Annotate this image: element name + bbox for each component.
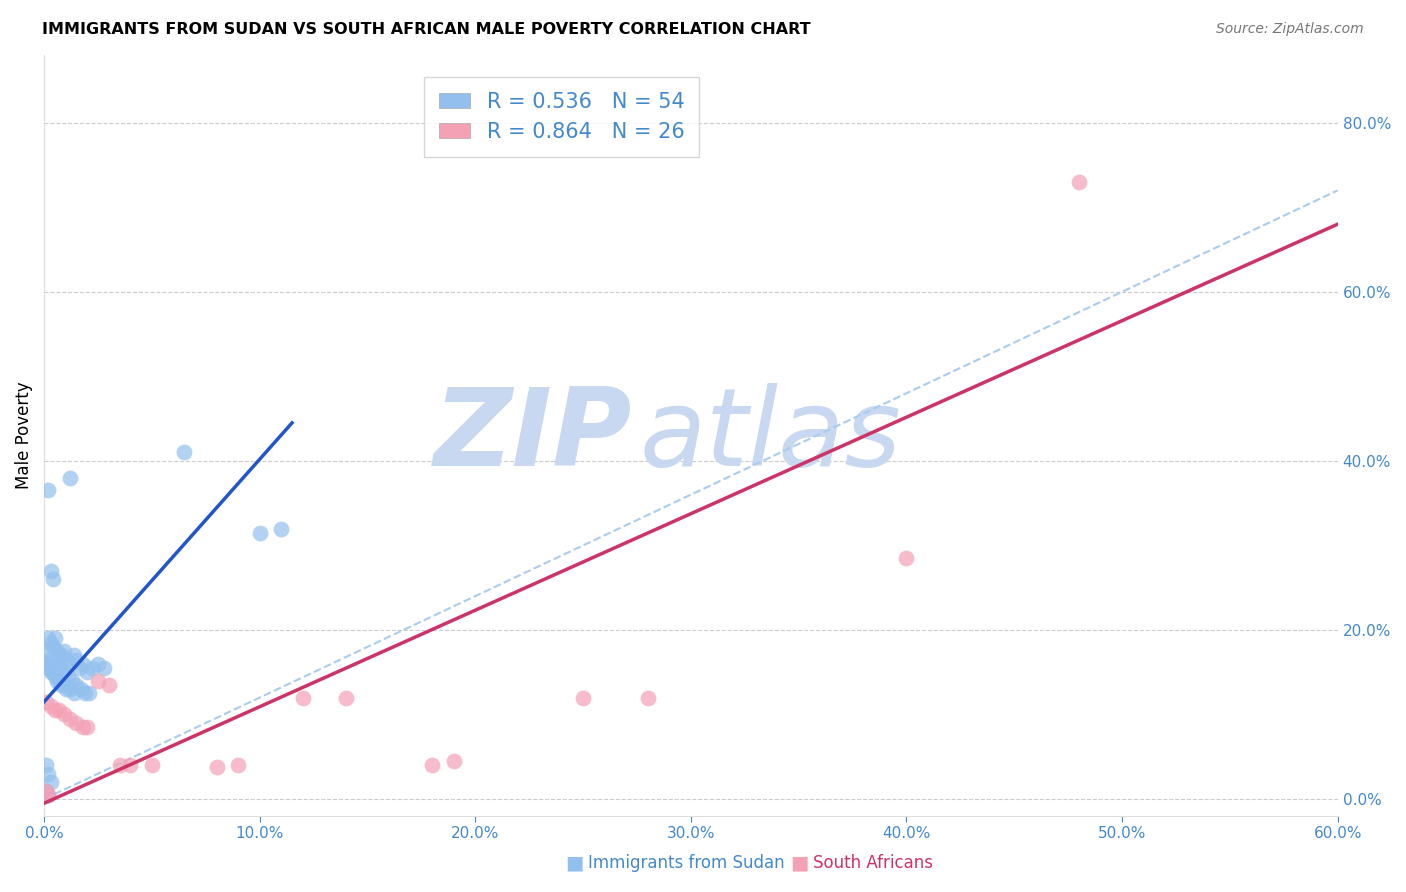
- Point: [205, 760, 228, 774]
- Point: [39, 635, 62, 649]
- Legend: R = 0.536   N = 54, R = 0.864   N = 26: R = 0.536 N = 54, R = 0.864 N = 26: [425, 77, 699, 157]
- Point: [44, 661, 66, 675]
- Point: [56, 669, 79, 683]
- Point: [35, 783, 58, 797]
- Point: [87, 673, 110, 688]
- Point: [42, 572, 65, 586]
- Point: [59, 471, 82, 485]
- Text: Source: ZipAtlas.com: Source: ZipAtlas.com: [1216, 22, 1364, 37]
- Point: [37, 652, 59, 666]
- Point: [48, 661, 70, 675]
- Point: [52, 644, 75, 658]
- Text: Immigrants from Sudan: Immigrants from Sudan: [588, 855, 785, 872]
- Point: [52, 678, 75, 692]
- Point: [97, 678, 120, 692]
- Point: [226, 758, 249, 772]
- Point: [48, 673, 70, 688]
- Point: [39, 564, 62, 578]
- Point: [51, 678, 73, 692]
- Point: [291, 690, 314, 705]
- Point: [37, 661, 59, 675]
- Point: [87, 657, 110, 671]
- Point: [37, 632, 59, 646]
- Point: [1067, 175, 1090, 189]
- Point: [42, 640, 65, 654]
- Point: [67, 661, 90, 675]
- Point: [69, 682, 91, 697]
- Point: [37, 788, 59, 802]
- Point: [59, 682, 82, 697]
- Point: [52, 665, 75, 680]
- Point: [39, 665, 62, 680]
- Point: [44, 632, 66, 646]
- Point: [65, 678, 87, 692]
- Point: [35, 758, 58, 772]
- Point: [65, 652, 87, 666]
- Point: [72, 720, 94, 734]
- Point: [249, 525, 271, 540]
- Point: [37, 483, 59, 498]
- Point: [37, 788, 59, 802]
- Point: [63, 686, 86, 700]
- Point: [79, 686, 101, 700]
- Point: [44, 703, 66, 717]
- Text: IMMIGRANTS FROM SUDAN VS SOUTH AFRICAN MALE POVERTY CORRELATION CHART: IMMIGRANTS FROM SUDAN VS SOUTH AFRICAN M…: [42, 22, 811, 37]
- Point: [141, 758, 163, 772]
- Point: [39, 657, 62, 671]
- Point: [72, 657, 94, 671]
- Text: ZIP: ZIP: [434, 383, 633, 489]
- Point: [93, 661, 115, 675]
- Text: ■: ■: [565, 854, 583, 872]
- Point: [35, 783, 58, 797]
- Point: [572, 690, 595, 705]
- Point: [55, 682, 77, 697]
- Point: [65, 715, 87, 730]
- Text: atlas: atlas: [640, 383, 901, 488]
- Point: [37, 766, 59, 780]
- Point: [59, 712, 82, 726]
- Point: [270, 521, 292, 535]
- Point: [55, 652, 77, 666]
- Point: [46, 673, 69, 688]
- Point: [108, 758, 131, 772]
- Point: [44, 669, 66, 683]
- Point: [60, 673, 83, 688]
- Point: [80, 661, 103, 675]
- Point: [46, 644, 69, 658]
- Text: South Africans: South Africans: [813, 855, 932, 872]
- Point: [173, 445, 195, 459]
- Point: [39, 775, 62, 789]
- Point: [52, 707, 75, 722]
- Point: [39, 698, 62, 713]
- Point: [443, 754, 465, 768]
- Point: [35, 657, 58, 671]
- Point: [896, 551, 918, 566]
- Y-axis label: Male Poverty: Male Poverty: [15, 382, 32, 490]
- Point: [120, 758, 142, 772]
- Point: [59, 657, 82, 671]
- Point: [76, 720, 98, 734]
- Point: [420, 758, 443, 772]
- Point: [42, 665, 65, 680]
- Point: [48, 648, 70, 663]
- Point: [35, 644, 58, 658]
- Point: [637, 690, 659, 705]
- Point: [35, 695, 58, 709]
- Point: [76, 665, 98, 680]
- Point: [75, 686, 97, 700]
- Point: [63, 648, 86, 663]
- Text: ■: ■: [790, 854, 808, 872]
- Point: [48, 703, 70, 717]
- Point: [51, 648, 73, 663]
- Point: [335, 690, 357, 705]
